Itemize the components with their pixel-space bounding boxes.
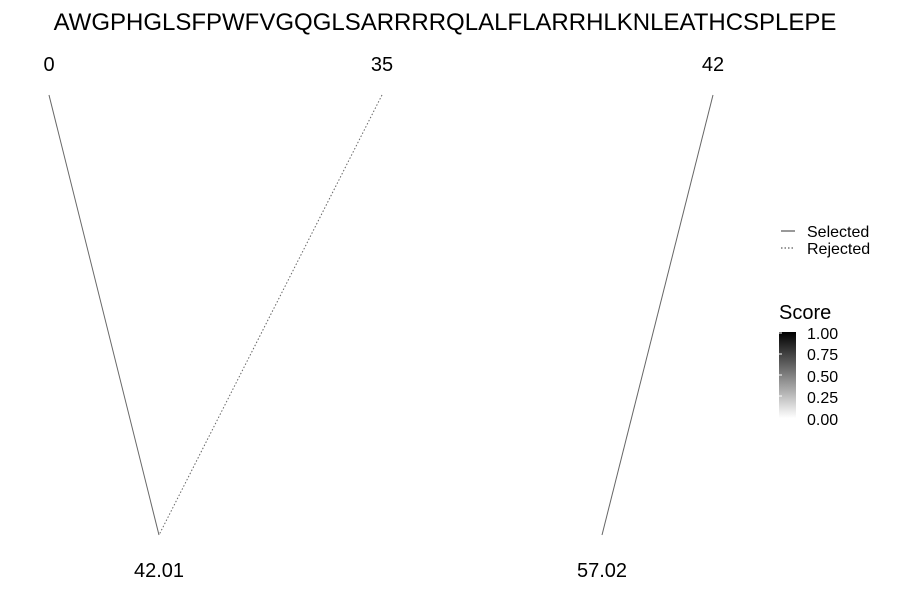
connection-42-to-57-02 — [601, 94, 714, 536]
score-colorbar — [779, 332, 796, 418]
connection-35-to-42-01 — [158, 94, 383, 536]
sequence-title: AWGPHGLSFPWFVGQGLSARRRRQLALFLARRHLKNLEAT… — [54, 9, 837, 36]
score-tick-0-25: 0.25 — [807, 390, 838, 407]
top-label-0: 0 — [43, 54, 54, 76]
legend-selected-label: Selected — [807, 224, 869, 241]
top-label-42: 42 — [702, 54, 724, 76]
score-tick-0-00: 0.00 — [807, 412, 838, 429]
score-tick-1-00: 1.00 — [807, 326, 838, 343]
line-type-legend: Selected Rejected — [781, 224, 870, 258]
bottom-label-42-01: 42.01 — [134, 560, 184, 582]
score-legend-title: Score — [779, 302, 831, 324]
score-tick-0-75: 0.75 — [807, 347, 838, 364]
bottom-label-57-02: 57.02 — [577, 560, 627, 582]
legend-rejected-label: Rejected — [807, 241, 870, 258]
score-tick-0-50: 0.50 — [807, 369, 838, 386]
connection-0-to-42-01 — [48, 94, 160, 536]
top-label-35: 35 — [371, 54, 393, 76]
score-legend: Score 1.00 0.75 0.50 0.25 0.00 — [779, 302, 838, 429]
